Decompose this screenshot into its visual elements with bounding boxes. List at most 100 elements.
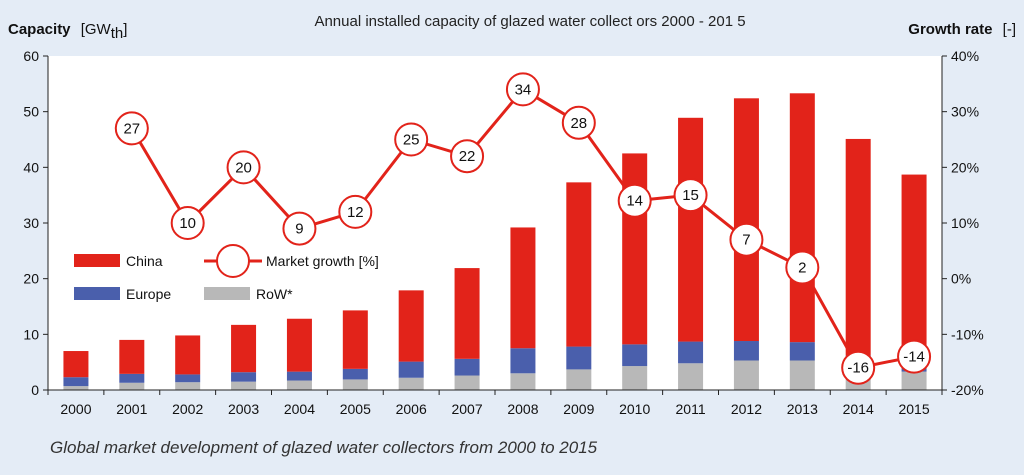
bar-row-2011 <box>678 363 704 390</box>
bar-china-2000 <box>63 351 89 378</box>
growth-marker-2010 <box>617 183 652 218</box>
x-tick-label-2012: 2012 <box>731 401 762 417</box>
growth-marker-2007 <box>450 139 485 174</box>
left-tick-label-50: 50 <box>23 104 39 120</box>
left-axis-title: Capacity [GWth] <box>8 21 127 42</box>
bar-china-2003 <box>231 324 257 373</box>
x-tick-label-2009: 2009 <box>563 401 594 417</box>
legend-label-row: RoW* <box>256 286 293 302</box>
bar-row-2000 <box>63 386 89 390</box>
right-tick-label-40%: 40% <box>951 48 979 64</box>
bar-europe-2011 <box>678 341 704 364</box>
bar-row-2004 <box>286 380 312 390</box>
figure-caption: Global market development of glazed wate… <box>50 438 598 457</box>
growth-label-2005: 12 <box>347 204 364 221</box>
bar-europe-2005 <box>342 368 368 380</box>
growth-label-2004: 9 <box>295 221 303 238</box>
growth-marker-2015 <box>897 339 932 374</box>
chart-title: Annual installed capacity of glazed wate… <box>314 13 745 30</box>
bar-row-2007 <box>454 375 480 390</box>
bar-row-2010 <box>622 366 648 390</box>
bar-row-2008 <box>510 373 536 390</box>
bar-row-2009 <box>566 369 592 390</box>
bar-europe-2010 <box>622 344 648 367</box>
growth-label-2008: 34 <box>515 81 532 98</box>
bar-europe-2008 <box>510 348 536 374</box>
legend-label-market-growth: Market growth [%] <box>266 253 379 269</box>
growth-label-2003: 20 <box>235 159 252 176</box>
growth-label-2012: 7 <box>742 232 750 249</box>
legend-label-china: China <box>126 253 163 269</box>
growth-label-2013: 2 <box>798 260 806 277</box>
growth-label-2002: 10 <box>179 215 196 232</box>
left-axis-unit-close: ] <box>123 21 127 38</box>
growth-marker-2002 <box>170 206 205 240</box>
x-tick-label-2006: 2006 <box>396 401 427 417</box>
bar-china-2013 <box>789 93 815 343</box>
legend: China Market growth [%] Europe RoW* <box>74 244 379 302</box>
axes-layer: 0 10 20 30 40 50 60 -20% -10% 0% 10% 20% 30% 40% 2000 2… <box>23 48 983 417</box>
legend-swatch-row <box>204 287 250 300</box>
x-tick-label-2007: 2007 <box>451 401 482 417</box>
growth-label-2009: 28 <box>570 115 587 132</box>
bar-china-2010 <box>622 153 648 345</box>
bar-row-2015 <box>901 371 927 390</box>
bar-china-2005 <box>342 310 368 369</box>
left-tick-label-20: 20 <box>23 271 39 287</box>
bar-china-2014 <box>845 138 871 356</box>
bar-china-2009 <box>566 182 592 347</box>
x-tick-label-2011: 2011 <box>676 401 706 417</box>
growth-marker-2006 <box>394 122 429 157</box>
x-tick-label-2014: 2014 <box>843 401 874 417</box>
x-tick-label-2005: 2005 <box>340 401 371 417</box>
growth-marker-2008 <box>505 72 540 107</box>
bar-europe-2004 <box>286 371 312 381</box>
growth-label-2014: -16 <box>847 360 869 377</box>
left-tick-label-0: 0 <box>31 382 39 398</box>
bar-europe-2000 <box>63 377 89 387</box>
legend-marker-market-growth <box>216 244 250 278</box>
left-axis-unit-subscript: th <box>111 25 124 42</box>
growth-marker-2011 <box>673 178 708 213</box>
growth-label-2010: 14 <box>626 193 643 210</box>
right-tick-label--20%: -20% <box>951 382 984 398</box>
x-tick-label-2002: 2002 <box>172 401 203 417</box>
bar-row-2005 <box>342 379 368 390</box>
bar-europe-2001 <box>119 373 145 383</box>
bar-europe-2007 <box>454 358 480 376</box>
x-tick-label-2008: 2008 <box>507 401 538 417</box>
x-tick-label-2003: 2003 <box>228 401 259 417</box>
growth-marker-2013 <box>785 250 820 285</box>
growth-marker-2003 <box>226 150 261 185</box>
right-axis-unit: [-] <box>1003 21 1016 38</box>
x-tick-label-2010: 2010 <box>619 401 650 417</box>
right-tick-label-0%: 0% <box>951 271 971 287</box>
bar-china-2002 <box>175 335 201 375</box>
right-axis-title: Growth rate [-] <box>908 21 1016 38</box>
growth-marker-2001 <box>114 111 149 146</box>
growth-label-2001: 27 <box>123 120 140 137</box>
bar-china-2008 <box>510 227 536 349</box>
bar-china-2015 <box>901 174 927 357</box>
bar-row-2001 <box>119 382 145 390</box>
x-tick-label-2015: 2015 <box>898 401 929 417</box>
bar-row-2002 <box>175 382 201 390</box>
x-tick-label-2013: 2013 <box>787 401 818 417</box>
right-tick-label-10%: 10% <box>951 215 979 231</box>
bar-china-2004 <box>286 318 312 372</box>
growth-label-2006: 25 <box>403 132 420 149</box>
legend-swatch-china <box>74 254 120 267</box>
legend-swatch-europe <box>74 287 120 300</box>
growth-line-layer: 27 10 20 9 12 25 22 34 28 14 15 7 2 -16 -14 <box>114 72 932 385</box>
bar-europe-2013 <box>789 342 815 361</box>
bar-europe-2006 <box>398 361 424 378</box>
bar-europe-2009 <box>566 346 592 370</box>
growth-label-2007: 22 <box>459 148 476 165</box>
bar-europe-2012 <box>733 341 759 361</box>
left-tick-label-60: 60 <box>23 48 39 64</box>
growth-marker-2014 <box>841 350 876 385</box>
left-axis-label: Capacity <box>8 21 71 38</box>
right-tick-label-20%: 20% <box>951 159 979 175</box>
bar-china-2001 <box>119 339 145 374</box>
